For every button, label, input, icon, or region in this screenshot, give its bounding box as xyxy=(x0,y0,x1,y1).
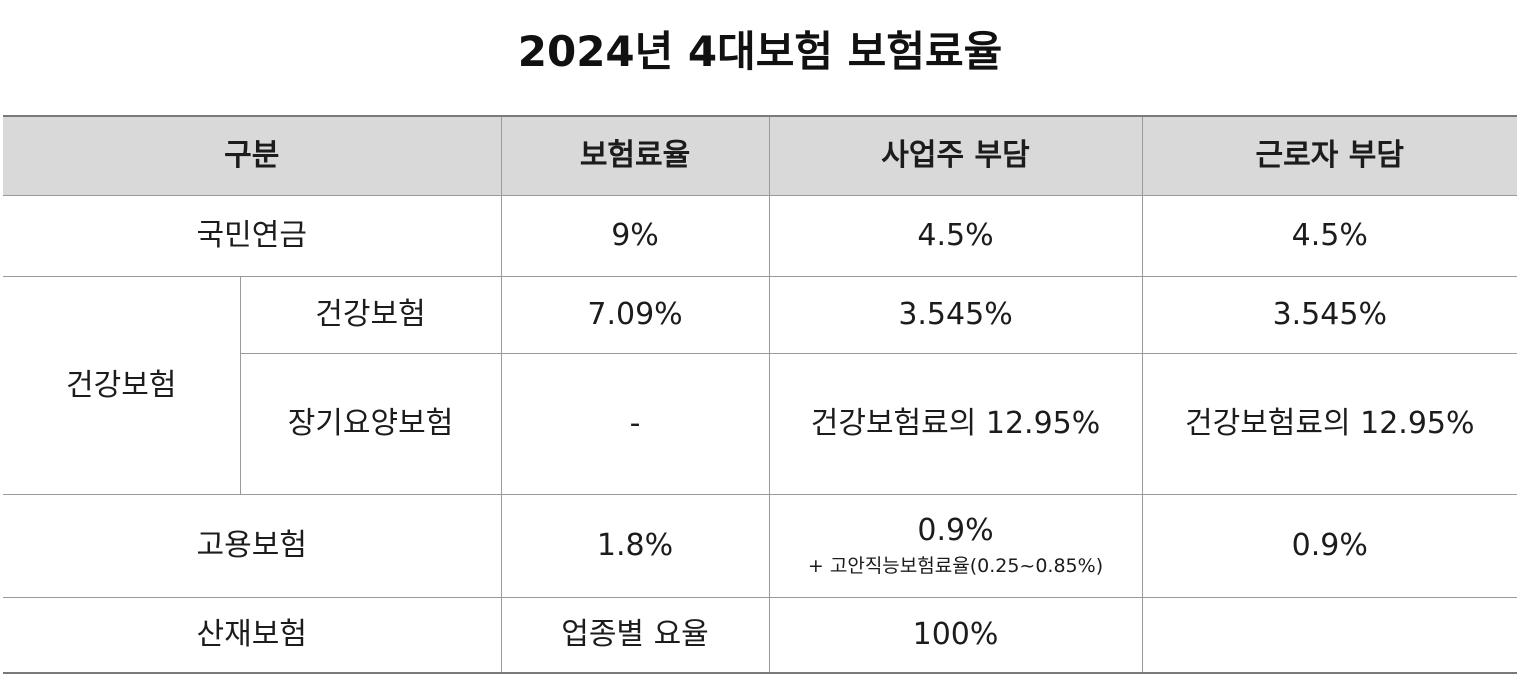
table-row-longterm-care: 장기요양보험 - 건강보험료의 12.95% 건강보험료의 12.95% xyxy=(3,353,1518,495)
table-row-industrial: 산재보험 업종별 요율 100% xyxy=(3,597,1518,674)
pension-employee: 4.5% xyxy=(1141,195,1518,277)
header-employer: 사업주 부담 xyxy=(768,115,1143,196)
table-row-health: 건강보험 건강보험 7.09% 3.545% 3.545% xyxy=(3,276,1518,495)
header-employee: 근로자 부담 xyxy=(1141,115,1518,196)
table-row-employment: 고용보험 1.8% 0.9% + 고안직능보험료율(0.25~0.85%) 0.… xyxy=(3,494,1518,598)
health-employer: 3.545% xyxy=(768,276,1143,354)
longterm-care-name: 장기요양보험 xyxy=(239,353,502,495)
employment-employer-cell: 0.9% + 고안직능보험료율(0.25~0.85%) xyxy=(768,494,1143,598)
pension-rate: 9% xyxy=(500,195,770,277)
industrial-rate: 업종별 요율 xyxy=(500,597,770,674)
employment-employer: 0.9% xyxy=(917,513,994,548)
health-name: 건강보험 xyxy=(239,276,502,354)
pension-name: 국민연금 xyxy=(3,195,502,277)
employment-name: 고용보험 xyxy=(3,494,502,598)
longterm-care-employee: 건강보험료의 12.95% xyxy=(1141,353,1518,495)
table-row-pension: 국민연금 9% 4.5% 4.5% xyxy=(3,195,1518,277)
longterm-care-rate: - xyxy=(500,353,770,495)
employment-rate: 1.8% xyxy=(500,494,770,598)
industrial-name: 산재보험 xyxy=(3,597,502,674)
insurance-rate-table: 구분 보험료율 사업주 부담 근로자 부담 국민연금 9% 4.5% 4.5% … xyxy=(3,115,1518,674)
employment-employee: 0.9% xyxy=(1141,494,1518,598)
page-title: 2024년 4대보험 보험료율 xyxy=(517,27,1003,76)
health-employee: 3.545% xyxy=(1141,276,1518,354)
header-category: 구분 xyxy=(3,115,502,196)
health-group-name: 건강보험 xyxy=(3,276,241,495)
table-header-row: 구분 보험료율 사업주 부담 근로자 부담 xyxy=(3,115,1518,196)
industrial-employee xyxy=(1141,597,1518,674)
longterm-care-employer: 건강보험료의 12.95% xyxy=(768,353,1143,495)
employment-employer-note: + 고안직능보험료율(0.25~0.85%) xyxy=(807,555,1104,577)
health-rate: 7.09% xyxy=(500,276,770,354)
header-rate: 보험료율 xyxy=(500,115,770,196)
industrial-employer: 100% xyxy=(768,597,1143,674)
pension-employer: 4.5% xyxy=(768,195,1143,277)
